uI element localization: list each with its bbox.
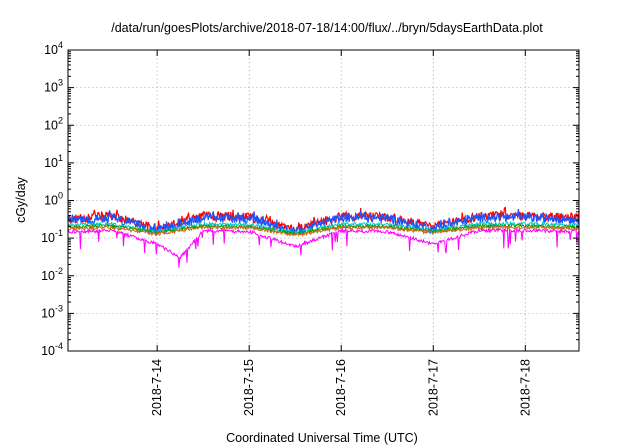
y-tick-label: 10-2	[41, 266, 63, 283]
y-tick-label: 10-4	[41, 341, 63, 358]
grid	[68, 50, 579, 351]
series-layer	[67, 206, 580, 268]
y-tick-label: 10-1	[41, 228, 63, 245]
x-axis: 2018-7-14 2018-7-15 2018-7-16 2018-7-17 2018…	[150, 50, 532, 416]
x-tick-label: 2018-7-17	[426, 359, 440, 416]
y-tick-label: 10-3	[41, 303, 63, 320]
series-line	[67, 227, 580, 268]
y-tick-label: 101	[44, 153, 63, 170]
x-tick-label: 2018-7-16	[334, 359, 348, 416]
x-axis-label: Coordinated Universal Time (UTC)	[226, 431, 418, 445]
y-tick-label: 104	[44, 40, 63, 57]
y-tick-label: 102	[44, 115, 63, 132]
chart-title: /data/run/goesPlots/archive/2018-07-18/1…	[111, 21, 543, 35]
y-axis-label: cGy/day	[14, 176, 28, 223]
y-tick-label: 103	[44, 78, 63, 95]
series-line	[67, 206, 580, 234]
x-tick-label: 2018-7-15	[242, 359, 256, 416]
x-tick-label: 2018-7-14	[150, 359, 164, 416]
y-tick-label: 100	[44, 191, 63, 208]
x-tick-label: 2018-7-18	[518, 359, 532, 416]
series-line	[67, 224, 580, 238]
y-axis: 10-4 10-3 10-2 10-1 100 101 102 103 104	[41, 40, 579, 358]
series-line	[67, 208, 580, 237]
